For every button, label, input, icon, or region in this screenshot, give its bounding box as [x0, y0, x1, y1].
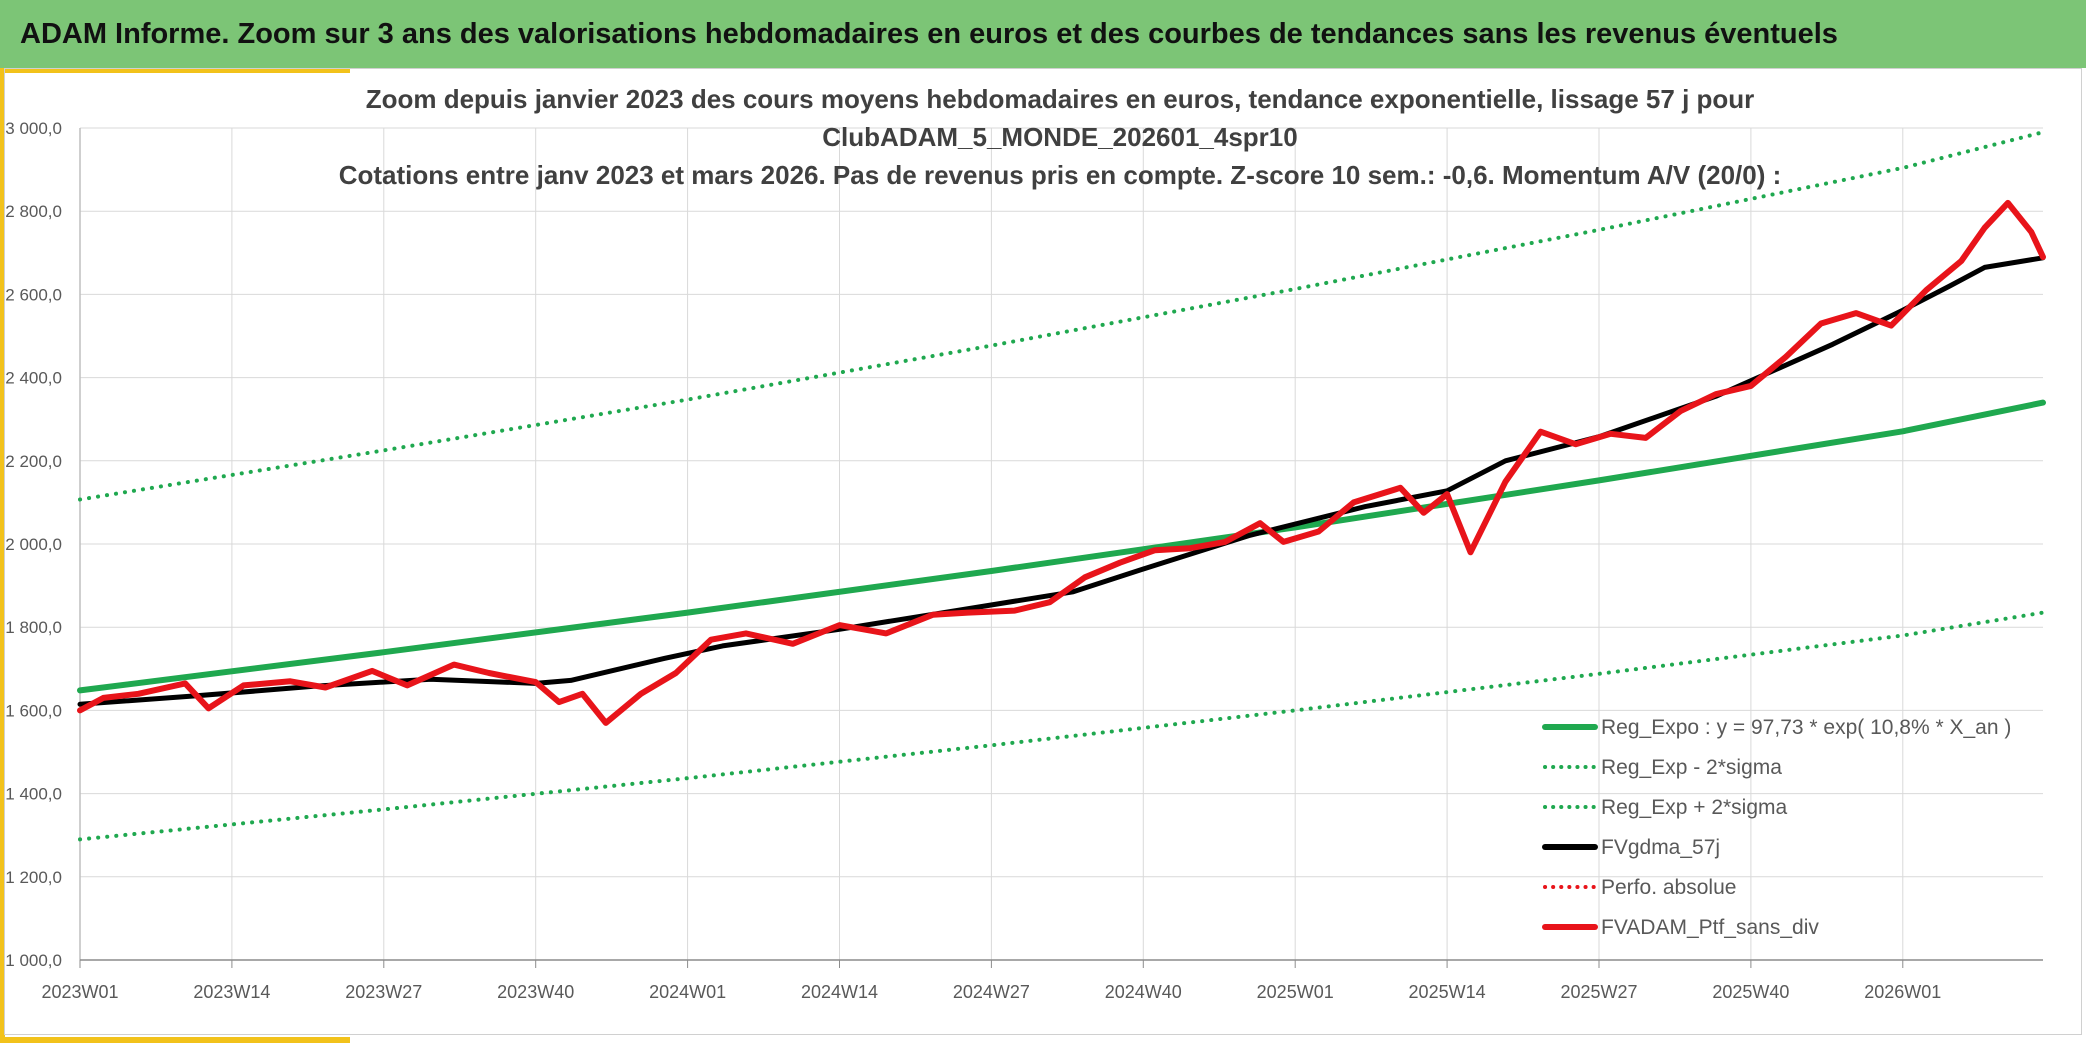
chart-title: Zoom depuis janvier 2023 des cours moyen…: [339, 84, 1782, 190]
y-tick-label: 1 200,0: [5, 868, 62, 887]
y-tick-label: 1 600,0: [5, 701, 62, 720]
accent-bar-bottom: [0, 1037, 350, 1043]
legend-label: Reg_Expo : y = 97,73 * exp( 10,8% * X_an…: [1601, 716, 2011, 739]
x-tick-label: 2026W01: [1864, 982, 1941, 1002]
x-tick-label: 2024W27: [953, 982, 1030, 1002]
chart-title-line: Zoom depuis janvier 2023 des cours moyen…: [366, 84, 1755, 114]
x-tick-label: 2024W14: [801, 982, 878, 1002]
y-tick-label: 2 400,0: [5, 369, 62, 388]
chart-title-line: Cotations entre janv 2023 et mars 2026. …: [339, 160, 1782, 190]
legend-label: Perfo. absolue: [1601, 876, 1736, 899]
page-title: ADAM Informe. Zoom sur 3 ans des valoris…: [20, 18, 1838, 50]
y-tick-label: 2 000,0: [5, 535, 62, 554]
chart-title-line: ClubADAM_5_MONDE_202601_4spr10: [822, 122, 1297, 152]
legend-label: Reg_Exp - 2*sigma: [1601, 756, 1782, 779]
x-tick-label: 2025W14: [1409, 982, 1486, 1002]
axes: 1 000,0 1 200,0 1 400,0 1 600,0 1 800,0 2 000…: [5, 119, 2043, 1002]
x-tick-label: 2023W14: [193, 982, 270, 1002]
x-tick-label: 2024W01: [649, 982, 726, 1002]
accent-bar-top: [0, 68, 350, 73]
series-line-2: [78, 130, 2045, 502]
legend: Reg_Expo : y = 97,73 * exp( 10,8% * X_an…: [1542, 716, 2011, 939]
x-tick-label: 2023W27: [345, 982, 422, 1002]
legend-label: FVADAM_Ptf_sans_div: [1601, 916, 1819, 939]
title-banner: ADAM Informe. Zoom sur 3 ans des valoris…: [0, 0, 2086, 68]
y-tick-label: 3 000,0: [5, 119, 62, 138]
x-tick-label: 2025W27: [1560, 982, 1637, 1002]
y-tick-label: 2 800,0: [5, 202, 62, 221]
x-tick-label: 2023W40: [497, 982, 574, 1002]
x-tick-label: 2025W01: [1257, 982, 1334, 1002]
chart-area: Zoom depuis janvier 2023 des cours moyen…: [5, 84, 2046, 1002]
series-line-3: [77, 255, 2046, 707]
y-tick-label: 2 600,0: [5, 285, 62, 304]
legend-label: Reg_Exp + 2*sigma: [1601, 796, 1788, 819]
plot-series: [77, 130, 2046, 842]
x-tick-label: 2025W40: [1712, 982, 1789, 1002]
series-line-0: [77, 399, 2046, 694]
grid-lines: [79, 127, 2043, 961]
series-line-5: [77, 199, 2046, 726]
series-line-1: [78, 610, 2045, 842]
x-tick-label: 2024W40: [1105, 982, 1182, 1002]
legend-label: FVgdma_57j: [1601, 836, 1720, 859]
y-tick-label: 1 400,0: [5, 785, 62, 804]
x-tick-label: 2023W01: [41, 982, 118, 1002]
accent-bar-left: [0, 68, 5, 1043]
y-tick-label: 1 000,0: [5, 951, 62, 970]
y-tick-label: 1 800,0: [5, 618, 62, 637]
y-tick-label: 2 200,0: [5, 452, 62, 471]
